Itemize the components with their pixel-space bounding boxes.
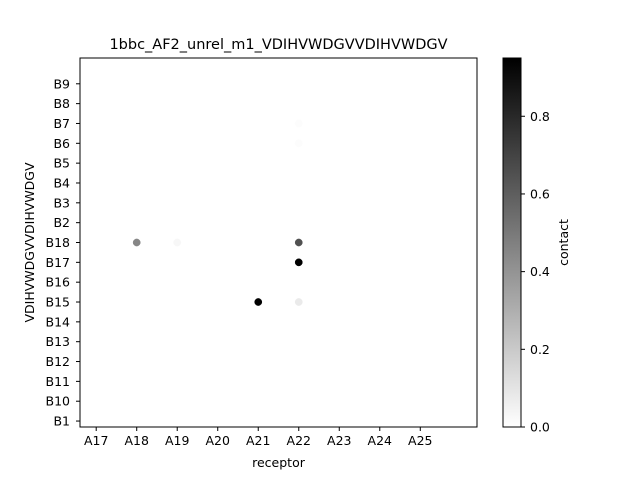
x-tick-label: A21	[246, 433, 270, 448]
colorbar-label: contact	[556, 219, 571, 266]
y-tick-label: B2	[53, 215, 70, 230]
colorbar	[502, 57, 522, 428]
contact-point	[173, 238, 182, 247]
y-tick-label: B6	[53, 136, 70, 151]
y-axis-label: VDIHVWDGVVDIHVWDGV	[22, 162, 37, 323]
y-tick-label: B12	[46, 354, 70, 369]
contact-point	[294, 119, 303, 128]
x-tick-label: A23	[327, 433, 351, 448]
y-tick-label: B16	[46, 275, 71, 290]
y-axis: B1 B10 B11 B12 B13 B14 B15 B16 B17 B18 B2 B3 B4 B5 B6 B…	[46, 76, 80, 429]
y-tick-label: B1	[53, 414, 70, 429]
x-tick-label: A18	[124, 433, 149, 448]
plot-area	[79, 57, 478, 428]
colorbar-tick-label: 0.2	[530, 342, 550, 357]
contact-point	[132, 238, 141, 247]
x-tick-label: A22	[287, 433, 311, 448]
y-tick-label: B11	[46, 374, 70, 389]
colorbar-tick-label: 0.0	[530, 420, 550, 435]
y-tick-label: B4	[53, 175, 70, 190]
x-tick-label: A19	[165, 433, 190, 448]
chart-title: 1bbc_AF2_unrel_m1_VDIHVWDGVVDIHVWDGV	[109, 37, 447, 53]
colorbar-tick-label: 0.8	[530, 109, 550, 124]
contact-point	[294, 139, 303, 148]
y-tick-label: B7	[53, 116, 70, 131]
x-axis: A17 A18 A19 A20 A21 A22 A23 A24 A25	[84, 427, 433, 448]
x-tick-label: A25	[408, 433, 432, 448]
colorbar-tick-label: 0.4	[530, 264, 550, 279]
contact-point	[294, 298, 303, 306]
colorbar-tick-label: 0.6	[530, 186, 550, 201]
contact-point	[294, 258, 303, 267]
y-tick-label: B10	[46, 394, 71, 409]
y-tick-label: B3	[53, 195, 70, 210]
y-tick-label: B18	[46, 235, 71, 250]
y-tick-label: B14	[46, 314, 71, 329]
contact-point	[254, 298, 263, 306]
x-axis-label: receptor	[252, 455, 306, 470]
y-tick-label: B17	[46, 255, 70, 270]
y-tick-label: B8	[53, 96, 70, 111]
contact-point	[294, 238, 303, 247]
y-tick-label: B9	[53, 76, 70, 91]
x-tick-label: A17	[84, 433, 108, 448]
y-tick-label: B15	[46, 295, 70, 310]
y-tick-label: B5	[53, 156, 70, 171]
colorbar-axis: 0.0 0.2 0.4 0.6 0.8	[521, 109, 550, 435]
data-points	[132, 119, 303, 306]
x-tick-label: A24	[368, 433, 393, 448]
y-tick-label: B13	[46, 334, 70, 349]
x-tick-label: A20	[206, 433, 231, 448]
